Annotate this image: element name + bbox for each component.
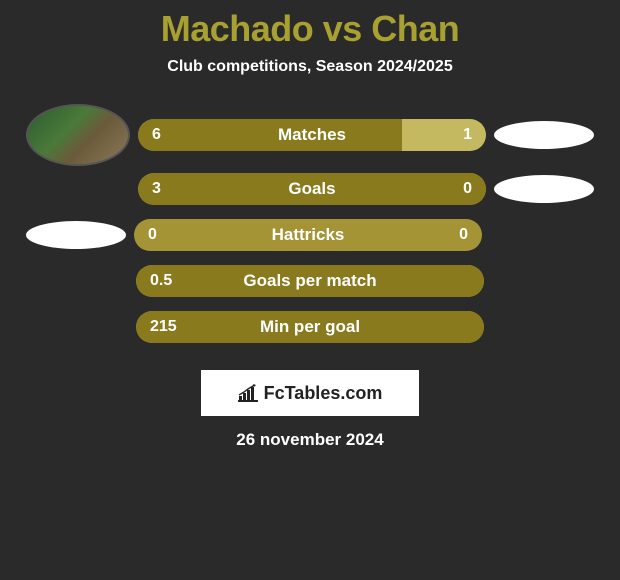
stat-row: 3Goals0 <box>0 166 620 212</box>
brand-badge: FcTables.com <box>201 370 419 416</box>
player-left-avatar <box>26 104 130 166</box>
stat-label: Hattricks <box>134 219 482 251</box>
stats-rows: 6Matches13Goals00Hattricks00.5Goals per … <box>0 104 620 350</box>
stat-row: 0Hattricks0 <box>0 212 620 258</box>
stat-bar: 0Hattricks0 <box>134 219 482 251</box>
stat-right-value: 0 <box>463 173 472 205</box>
comparison-widget: Machado vs Chan Club competitions, Seaso… <box>0 0 620 450</box>
stat-label: Goals per match <box>136 265 484 297</box>
chart-icon <box>238 384 258 402</box>
page-subtitle: Club competitions, Season 2024/2025 <box>0 58 620 76</box>
stat-bar: 0.5Goals per match <box>136 265 484 297</box>
stat-bar: 6Matches1 <box>138 119 486 151</box>
stat-row: 6Matches1 <box>0 104 620 166</box>
page-title: Machado vs Chan <box>0 0 620 58</box>
player-left-avatar-blank <box>26 221 126 249</box>
brand-text: FcTables.com <box>264 383 383 404</box>
stat-bar: 3Goals0 <box>138 173 486 205</box>
stat-row: 0.5Goals per match <box>0 258 620 304</box>
stat-label: Goals <box>138 173 486 205</box>
player-right-avatar-blank <box>494 121 594 149</box>
stat-right-value: 1 <box>463 119 472 151</box>
player-right-avatar-blank <box>494 175 594 203</box>
stat-bar: 215Min per goal <box>136 311 484 343</box>
stat-row: 215Min per goal <box>0 304 620 350</box>
stat-label: Min per goal <box>136 311 484 343</box>
stat-label: Matches <box>138 119 486 151</box>
date-label: 26 november 2024 <box>0 430 620 450</box>
stat-right-value: 0 <box>459 219 468 251</box>
